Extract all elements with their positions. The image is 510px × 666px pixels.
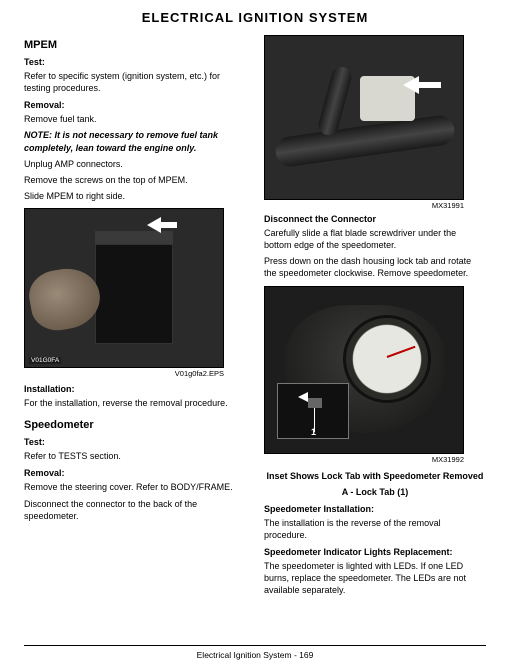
mpem-heading: MPEM [24, 39, 246, 51]
test-text: Refer to specific system (ignition syste… [24, 70, 246, 94]
two-column-layout: MPEM Test: Refer to specific system (ign… [24, 35, 486, 601]
arrow-icon [147, 217, 177, 239]
installation-text: For the installation, reverse the remova… [24, 397, 246, 409]
disconnect-heading: Disconnect the Connector [264, 214, 486, 224]
figure-inlabel: V01G0FA [29, 357, 61, 364]
figure-mpem: V01G0FA [24, 208, 224, 368]
speedo-install-text: The installation is the reverse of the r… [264, 517, 486, 541]
inset-caption-line1: Inset Shows Lock Tab with Speedometer Re… [264, 470, 486, 482]
lock-tab-shape [308, 398, 322, 408]
hand-shape [25, 264, 104, 335]
speedo-led-text: The speedometer is lighted with LEDs. If… [264, 560, 486, 596]
speedo-test-text: Refer to TESTS section. [24, 450, 246, 462]
step-unplug: Unplug AMP connectors. [24, 158, 246, 170]
mpem-box-shape [95, 244, 173, 344]
gauge-shape [343, 315, 431, 403]
note-text: NOTE: It is not necessary to remove fuel… [24, 129, 246, 153]
speedo-led-label: Speedometer Indicator Lights Replacement… [264, 547, 486, 557]
figure-mpem-caption: V01g0fa2.EPS [24, 369, 224, 378]
speedometer-heading: Speedometer [24, 419, 246, 431]
speedo-test-label: Test: [24, 437, 246, 447]
figure-connector-caption: MX31991 [264, 201, 464, 210]
inset-box: 1 [277, 383, 349, 439]
disconnect-p2: Press down on the dash housing lock tab … [264, 255, 486, 279]
callout-number: 1 [311, 427, 316, 437]
speedo-removal-label: Removal: [24, 468, 246, 478]
speedo-install-label: Speedometer Installation: [264, 504, 486, 514]
installation-label: Installation: [24, 384, 246, 394]
removal-label: Removal: [24, 100, 246, 110]
figure-speedometer-caption: MX31992 [264, 455, 464, 464]
disconnect-p1: Carefully slide a flat blade screwdriver… [264, 227, 486, 251]
speedo-removal-2: Disconnect the connector to the back of … [24, 498, 246, 522]
footer-rule [24, 645, 486, 646]
figure-speedometer: 1 [264, 286, 464, 454]
speedo-removal-1: Remove the steering cover. Refer to BODY… [24, 481, 246, 493]
footer-text: Electrical Ignition System - 169 [0, 650, 510, 660]
arrow-icon [298, 392, 308, 402]
page-title: ELECTRICAL IGNITION SYSTEM [24, 10, 486, 25]
cable-shape [274, 114, 456, 169]
step-screws: Remove the screws on the top of MPEM. [24, 174, 246, 186]
figure-connector [264, 35, 464, 200]
test-label: Test: [24, 57, 246, 67]
arrow-icon [403, 74, 443, 94]
right-column: MX31991 Disconnect the Connector Careful… [264, 35, 486, 601]
removal-text: Remove fuel tank. [24, 113, 246, 125]
left-column: MPEM Test: Refer to specific system (ign… [24, 35, 246, 601]
inset-caption-line2: A - Lock Tab (1) [264, 486, 486, 498]
step-slide: Slide MPEM to right side. [24, 190, 246, 202]
cable2-shape [316, 65, 353, 138]
